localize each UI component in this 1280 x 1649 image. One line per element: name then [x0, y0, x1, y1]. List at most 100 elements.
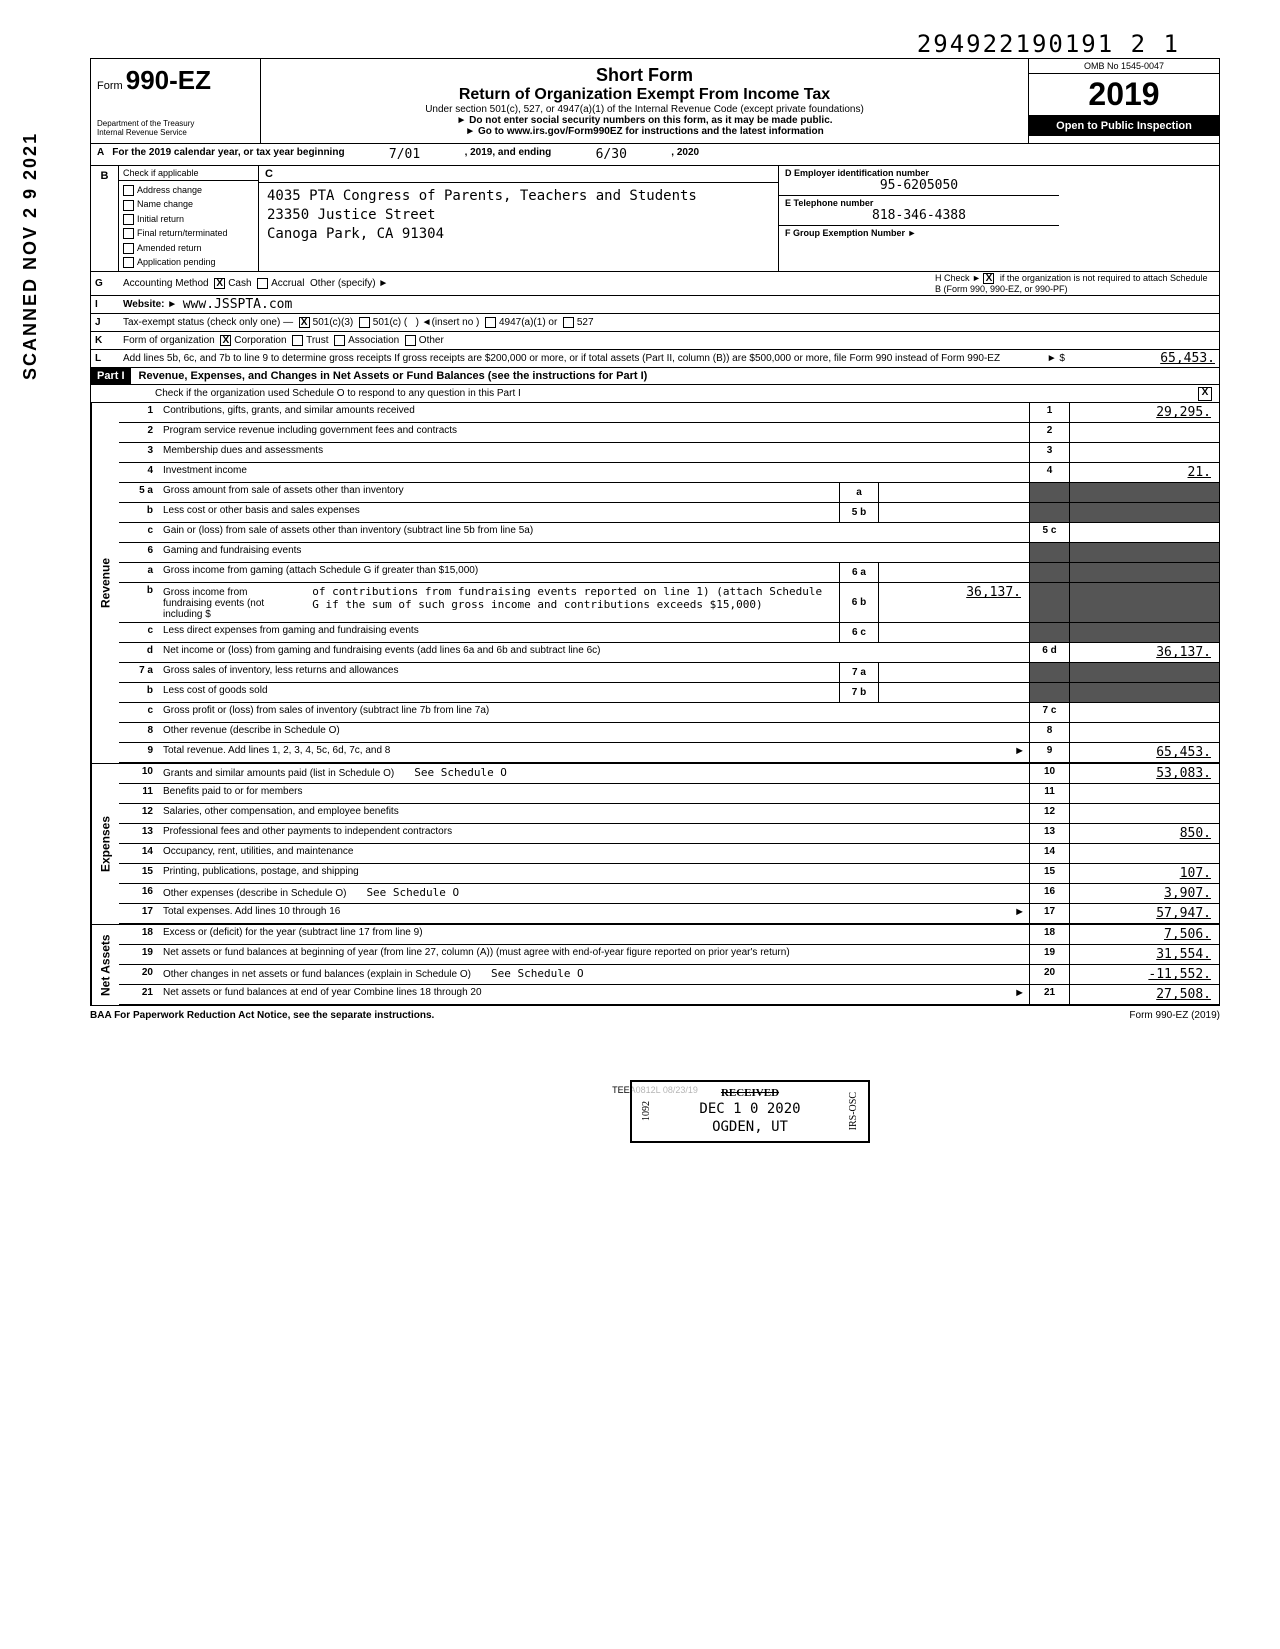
arrow-icon: ►	[1010, 985, 1029, 1004]
chk-address-change[interactable]: Address change	[123, 183, 254, 197]
row-desc: Other changes in net assets or fund bala…	[159, 965, 1029, 984]
inner-amount: 36,137.	[879, 583, 1029, 622]
shaded-box	[1029, 623, 1069, 642]
stamp-left: 1092	[640, 1101, 653, 1121]
inner-box: 6 a	[839, 563, 879, 582]
row-desc: Other revenue (describe in Schedule O)	[159, 723, 1029, 742]
chk-501c[interactable]	[359, 317, 370, 328]
form-row: dNet income or (loss) from gaming and fu…	[119, 643, 1219, 663]
row-desc: Printing, publications, postage, and shi…	[159, 864, 1029, 883]
line-k: K Form of organization XCorporation Trus…	[90, 332, 1220, 350]
row-number: 3	[119, 443, 159, 462]
line-box: 14	[1029, 844, 1069, 863]
line-box: 20	[1029, 965, 1069, 984]
cash-label: Cash	[228, 278, 251, 289]
row-number: 20	[119, 965, 159, 984]
chk-initial-return[interactable]: Initial return	[123, 212, 254, 226]
chk-h[interactable]: X	[983, 273, 994, 284]
row-desc: Other expenses (describe in Schedule O) …	[159, 884, 1029, 903]
check-if-applicable: Check if applicable	[119, 166, 258, 181]
row-desc: Grants and similar amounts paid (list in…	[159, 764, 1029, 783]
chk-final-return[interactable]: Final return/terminated	[123, 226, 254, 240]
chk-corp[interactable]: X	[220, 335, 231, 346]
corp-label: Corporation	[234, 335, 286, 346]
shaded-amount	[1069, 583, 1219, 622]
line-amount: 53,083.	[1069, 764, 1219, 783]
chk-4947[interactable]	[485, 317, 496, 328]
line-box: 16	[1029, 884, 1069, 903]
chk-trust[interactable]	[292, 335, 303, 346]
shaded-box	[1029, 583, 1069, 622]
row-number: 10	[119, 764, 159, 783]
stamp-received: RECEIVED	[699, 1086, 800, 1100]
chk-accrual[interactable]	[257, 278, 268, 289]
chk-assoc[interactable]	[334, 335, 345, 346]
subtitle-section: Under section 501(c), 527, or 4947(a)(1)…	[271, 104, 1018, 115]
assoc-label: Association	[348, 335, 399, 346]
row-number: 8	[119, 723, 159, 742]
stamp-location: OGDEN, UT	[699, 1118, 800, 1136]
inner-amount	[879, 623, 1029, 642]
shaded-amount	[1069, 503, 1219, 522]
501c-label: 501(c) (	[373, 317, 407, 328]
row-number: a	[119, 563, 159, 582]
row-number: 6	[119, 543, 159, 562]
inner-box: 7 b	[839, 683, 879, 702]
row-desc: Gross profit or (loss) from sales of inv…	[159, 703, 1029, 722]
row-desc: Less cost or other basis and sales expen…	[159, 503, 839, 522]
shaded-amount	[1069, 483, 1219, 502]
4947-label: 4947(a)(1) or	[499, 317, 557, 328]
org-city: Canoga Park, CA 91304	[267, 225, 770, 244]
row-number: b	[119, 583, 159, 622]
omb-number: OMB No 1545-0047	[1029, 59, 1219, 74]
chk-cash[interactable]: X	[214, 278, 225, 289]
chk-other-org[interactable]	[405, 335, 416, 346]
501c3-label: 501(c)(3)	[313, 317, 354, 328]
chk-501c3[interactable]: X	[299, 317, 310, 328]
line-amount	[1069, 423, 1219, 442]
stamp-right: IRS-OSC	[847, 1092, 860, 1130]
form-row: 1Contributions, gifts, grants, and simil…	[119, 403, 1219, 423]
row-desc: Less direct expenses from gaming and fun…	[159, 623, 839, 642]
chk-amended-return[interactable]: Amended return	[123, 241, 254, 255]
form-row: 8Other revenue (describe in Schedule O)8	[119, 723, 1219, 743]
l-value: 65,453.	[1065, 351, 1215, 366]
line-a-text: For the 2019 calendar year, or tax year …	[112, 147, 344, 162]
line-amount: 21.	[1069, 463, 1219, 482]
line-amount: 36,137.	[1069, 643, 1219, 662]
row-number: 11	[119, 784, 159, 803]
line-amount	[1069, 703, 1219, 722]
chk-schedule-o[interactable]: X	[1198, 387, 1212, 401]
chk-application-pending[interactable]: Application pending	[123, 255, 254, 269]
row-number: 12	[119, 804, 159, 823]
org-name: 4035 PTA Congress of Parents, Teachers a…	[267, 187, 770, 206]
527-label: 527	[577, 317, 594, 328]
chk-name-change[interactable]: Name change	[123, 197, 254, 211]
line-box: 5 c	[1029, 523, 1069, 542]
form-row: 19Net assets or fund balances at beginni…	[119, 945, 1219, 965]
ein: 95-6205050	[785, 178, 1053, 193]
row-desc: Investment income	[159, 463, 1029, 482]
title-return: Return of Organization Exempt From Incom…	[271, 86, 1018, 104]
phone: 818-346-4388	[785, 208, 1053, 223]
form-row: cLess direct expenses from gaming and fu…	[119, 623, 1219, 643]
line-box: 12	[1029, 804, 1069, 823]
chk-527[interactable]	[563, 317, 574, 328]
received-stamp: 1092 RECEIVED DEC 1 0 2020 OGDEN, UT IRS…	[630, 1080, 870, 1143]
arrow-icon: ►	[1010, 743, 1029, 762]
row-desc: Salaries, other compensation, and employ…	[159, 804, 1029, 823]
other-label: Other (specify) ►	[310, 278, 388, 289]
website: www.JSSPTA.com	[183, 297, 293, 312]
line-amount	[1069, 523, 1219, 542]
footer-left: BAA For Paperwork Reduction Act Notice, …	[90, 1010, 434, 1021]
form-row: cGain or (loss) from sale of assets othe…	[119, 523, 1219, 543]
form-row: 5 aGross amount from sale of assets othe…	[119, 483, 1219, 503]
form-row: 18Excess or (deficit) for the year (subt…	[119, 925, 1219, 945]
row-number: c	[119, 703, 159, 722]
shaded-box	[1029, 503, 1069, 522]
i-label: I	[95, 299, 123, 310]
section-c-label: C	[259, 166, 778, 183]
e-label: E Telephone number	[785, 198, 873, 208]
row-desc: Total expenses. Add lines 10 through 16	[159, 904, 1010, 923]
form-row: 9Total revenue. Add lines 1, 2, 3, 4, 5c…	[119, 743, 1219, 763]
